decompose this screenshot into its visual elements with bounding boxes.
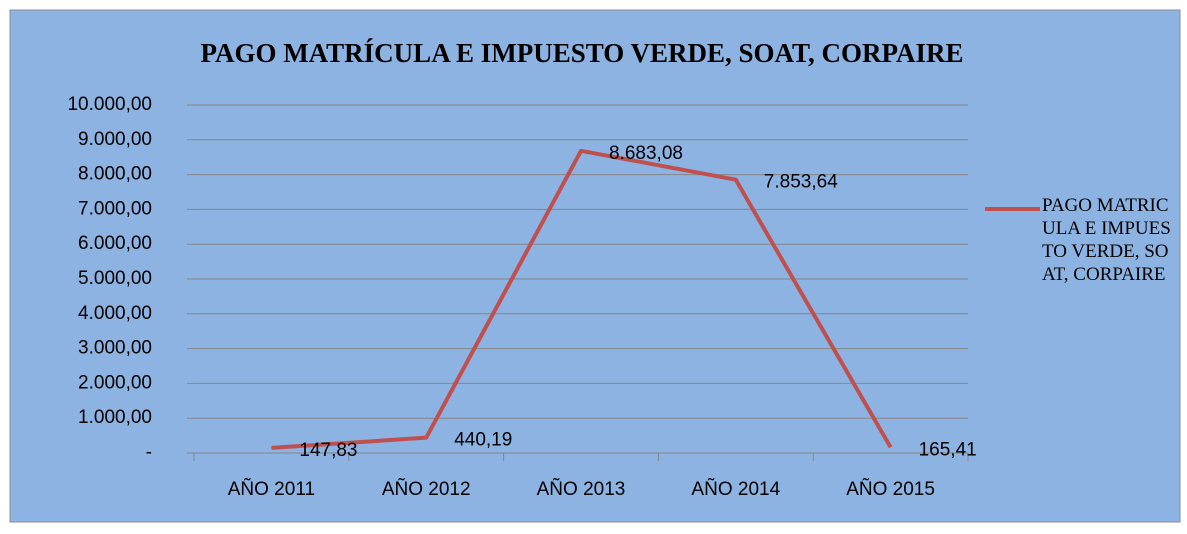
y-tick-label: - <box>146 442 152 463</box>
y-tick-label: 5.000,00 <box>78 268 152 289</box>
legend-label: PAGO MATRICULA E IMPUESTO VERDE, SOAT, C… <box>1042 195 1171 285</box>
data-label: 147,83 <box>299 440 357 461</box>
y-tick-label: 7.000,00 <box>78 198 152 219</box>
y-tick-label: 4.000,00 <box>78 303 152 324</box>
chart-title: PAGO MATRÍCULA E IMPUESTO VERDE, SOAT, C… <box>200 38 963 68</box>
y-tick-label: 1.000,00 <box>78 407 152 428</box>
y-tick-label: 9.000,00 <box>78 129 152 150</box>
y-tick-label: 3.000,00 <box>78 338 152 359</box>
data-label: 165,41 <box>919 439 977 460</box>
y-tick-label: 6.000,00 <box>78 233 152 254</box>
y-tick-label: 2.000,00 <box>78 372 152 393</box>
x-tick-label: AÑO 2012 <box>382 478 471 500</box>
data-label: 440,19 <box>454 430 512 451</box>
chart-background <box>9 9 1181 523</box>
y-tick-label: 8.000,00 <box>78 164 152 185</box>
x-tick-label: AÑO 2014 <box>691 478 780 500</box>
x-tick-label: AÑO 2015 <box>846 478 935 500</box>
x-tick-label: AÑO 2011 <box>228 478 315 500</box>
line <box>271 148 893 450</box>
x-tick-label: AÑO 2013 <box>537 478 626 500</box>
data-label: 7.853,64 <box>764 172 838 193</box>
y-tick-label: 10.000,00 <box>67 94 152 115</box>
data-label: 8.683,08 <box>609 143 683 164</box>
